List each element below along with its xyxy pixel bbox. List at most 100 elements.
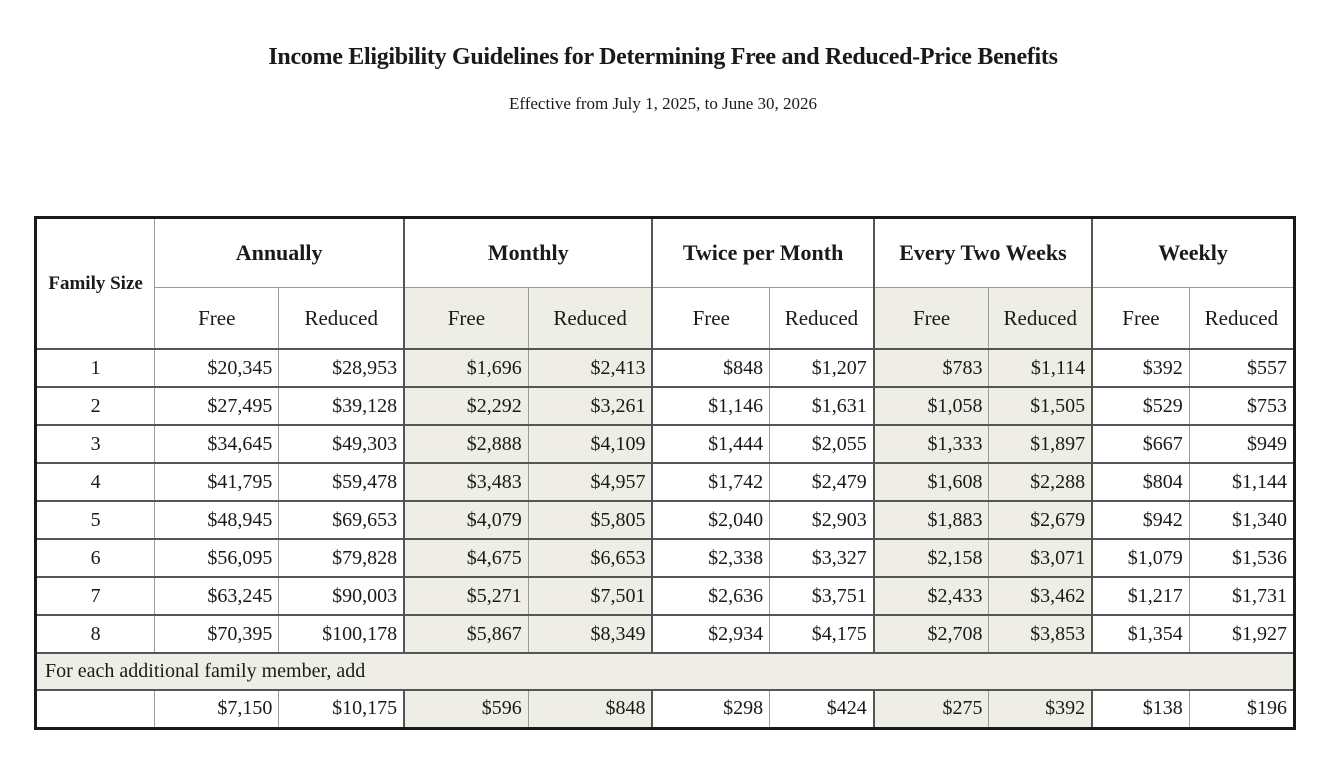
sub-header-free: Free — [651, 287, 771, 350]
value-cell: $1,883 — [872, 500, 990, 540]
value-cell: $2,636 — [651, 576, 771, 616]
value-cell: $1,217 — [1091, 576, 1190, 616]
sub-header-reduced: Reduced — [1188, 287, 1296, 350]
additional-member-note-row: For each additional family member, add — [35, 652, 1295, 691]
value-cell: $1,897 — [988, 424, 1093, 464]
value-cell: $70,395 — [154, 614, 280, 654]
additional-value-cell: $196 — [1188, 688, 1296, 729]
additional-value-cell: $275 — [872, 688, 990, 729]
value-cell: $20,345 — [154, 348, 280, 388]
sub-header-reduced: Reduced — [527, 287, 653, 350]
additional-member-note: For each additional family member, add — [35, 652, 1295, 691]
value-cell: $1,631 — [769, 386, 875, 426]
value-cell: $28,953 — [278, 348, 405, 388]
value-cell: $2,288 — [988, 462, 1093, 502]
value-cell: $2,292 — [403, 386, 529, 426]
value-cell: $27,495 — [154, 386, 280, 426]
value-cell: $63,245 — [154, 576, 280, 616]
value-cell: $1,354 — [1091, 614, 1190, 654]
additional-value-cell: $392 — [988, 688, 1093, 729]
value-cell: $3,071 — [988, 538, 1093, 578]
value-cell: $3,261 — [527, 386, 653, 426]
value-cell: $1,505 — [988, 386, 1093, 426]
value-cell: $1,742 — [651, 462, 771, 502]
value-cell: $49,303 — [278, 424, 405, 464]
value-cell: $783 — [872, 348, 990, 388]
value-cell: $848 — [651, 348, 771, 388]
group-header-monthly: Monthly — [403, 217, 653, 288]
page-title: Income Eligibility Guidelines for Determ… — [268, 44, 1058, 70]
value-cell: $2,158 — [872, 538, 990, 578]
additional-value-cell: $424 — [769, 688, 875, 729]
value-cell: $949 — [1188, 424, 1296, 464]
value-cell: $39,128 — [278, 386, 405, 426]
value-cell: $5,271 — [403, 576, 529, 616]
value-cell: $942 — [1091, 500, 1190, 540]
additional-value-cell: $138 — [1091, 688, 1190, 729]
value-cell: $4,109 — [527, 424, 653, 464]
table-row: 7 $63,245 $90,003 $5,271 $7,501 $2,636 $… — [34, 576, 1296, 616]
income-eligibility-table: Family Size Annually Monthly Twice per M… — [34, 216, 1296, 730]
value-cell: $2,708 — [872, 614, 990, 654]
family-size-cell: 8 — [34, 614, 156, 654]
value-cell: $3,483 — [403, 462, 529, 502]
family-size-header: Family Size — [34, 217, 156, 350]
value-cell: $1,333 — [872, 424, 990, 464]
value-cell: $3,462 — [988, 576, 1093, 616]
value-cell: $1,079 — [1091, 538, 1190, 578]
value-cell: $2,040 — [651, 500, 771, 540]
value-cell: $34,645 — [154, 424, 280, 464]
group-header-every-two-weeks: Every Two Weeks — [872, 217, 1093, 288]
value-cell: $3,327 — [769, 538, 875, 578]
value-cell: $753 — [1188, 386, 1296, 426]
value-cell: $41,795 — [154, 462, 280, 502]
table-row: 2 $27,495 $39,128 $2,292 $3,261 $1,146 $… — [34, 386, 1296, 426]
value-cell: $2,055 — [769, 424, 875, 464]
table-row: 4 $41,795 $59,478 $3,483 $4,957 $1,742 $… — [34, 462, 1296, 502]
additional-value-cell: $7,150 — [154, 688, 280, 729]
value-cell: $2,413 — [527, 348, 653, 388]
value-cell: $56,095 — [154, 538, 280, 578]
family-size-cell: 3 — [34, 424, 156, 464]
family-size-cell: 7 — [34, 576, 156, 616]
value-cell: $7,501 — [527, 576, 653, 616]
value-cell: $804 — [1091, 462, 1190, 502]
group-header-weekly: Weekly — [1091, 217, 1296, 288]
additional-value-cell: $848 — [527, 688, 653, 729]
sub-header-reduced: Reduced — [278, 287, 405, 350]
table-row: 6 $56,095 $79,828 $4,675 $6,653 $2,338 $… — [34, 538, 1296, 578]
value-cell: $2,903 — [769, 500, 875, 540]
table-row: 8 $70,395 $100,178 $5,867 $8,349 $2,934 … — [34, 614, 1296, 654]
value-cell: $100,178 — [278, 614, 405, 654]
value-cell: $48,945 — [154, 500, 280, 540]
value-cell: $2,888 — [403, 424, 529, 464]
value-cell: $2,679 — [988, 500, 1093, 540]
sub-header-free: Free — [154, 287, 280, 350]
family-size-cell: 6 — [34, 538, 156, 578]
value-cell: $1,146 — [651, 386, 771, 426]
value-cell: $5,867 — [403, 614, 529, 654]
value-cell: $69,653 — [278, 500, 405, 540]
group-header-annually: Annually — [154, 217, 405, 288]
group-header-twice-per-month: Twice per Month — [651, 217, 875, 288]
value-cell: $2,338 — [651, 538, 771, 578]
table-row: 3 $34,645 $49,303 $2,888 $4,109 $1,444 $… — [34, 424, 1296, 464]
value-cell: $1,144 — [1188, 462, 1296, 502]
value-cell: $3,751 — [769, 576, 875, 616]
value-cell: $4,079 — [403, 500, 529, 540]
empty-cell — [34, 688, 156, 729]
value-cell: $1,444 — [651, 424, 771, 464]
value-cell: $1,207 — [769, 348, 875, 388]
value-cell: $392 — [1091, 348, 1190, 388]
sub-header-free: Free — [1091, 287, 1190, 350]
value-cell: $1,058 — [872, 386, 990, 426]
family-size-cell: 2 — [34, 386, 156, 426]
value-cell: $1,114 — [988, 348, 1093, 388]
sub-header-row: Free Reduced Free Reduced Free Reduced F… — [36, 287, 1296, 350]
additional-value-cell: $596 — [403, 688, 529, 729]
value-cell: $4,675 — [403, 538, 529, 578]
group-header-row: Family Size Annually Monthly Twice per M… — [34, 217, 1296, 350]
value-cell: $2,479 — [769, 462, 875, 502]
value-cell: $1,340 — [1188, 500, 1296, 540]
value-cell: $2,934 — [651, 614, 771, 654]
